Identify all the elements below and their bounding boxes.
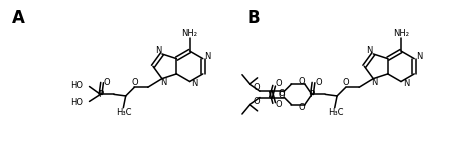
Text: O: O: [278, 89, 285, 98]
Text: N: N: [160, 78, 166, 87]
Text: H₃C: H₃C: [328, 108, 344, 117]
Text: N: N: [155, 46, 161, 55]
Text: O: O: [299, 77, 305, 86]
Text: O: O: [104, 78, 110, 87]
Text: NH₂: NH₂: [393, 29, 409, 38]
Text: O: O: [276, 100, 283, 110]
Text: O: O: [342, 78, 349, 87]
Text: N: N: [205, 52, 211, 61]
Text: N: N: [416, 52, 422, 61]
Text: HO: HO: [70, 81, 82, 90]
Text: O: O: [276, 79, 283, 88]
Text: N: N: [403, 79, 409, 88]
Text: P: P: [310, 90, 314, 99]
Text: HO: HO: [70, 98, 82, 107]
Text: O: O: [278, 91, 285, 100]
Text: O: O: [299, 103, 305, 112]
Text: O: O: [131, 78, 137, 87]
Text: O: O: [254, 83, 260, 92]
Text: P: P: [98, 90, 103, 99]
Text: H₃C: H₃C: [117, 108, 132, 117]
Text: A: A: [12, 9, 25, 27]
Text: N: N: [366, 46, 373, 55]
Text: O: O: [315, 78, 322, 87]
Text: B: B: [248, 9, 260, 27]
Text: N: N: [371, 78, 377, 87]
Text: O: O: [254, 97, 260, 106]
Text: N: N: [191, 79, 198, 88]
Text: NH₂: NH₂: [182, 29, 198, 38]
